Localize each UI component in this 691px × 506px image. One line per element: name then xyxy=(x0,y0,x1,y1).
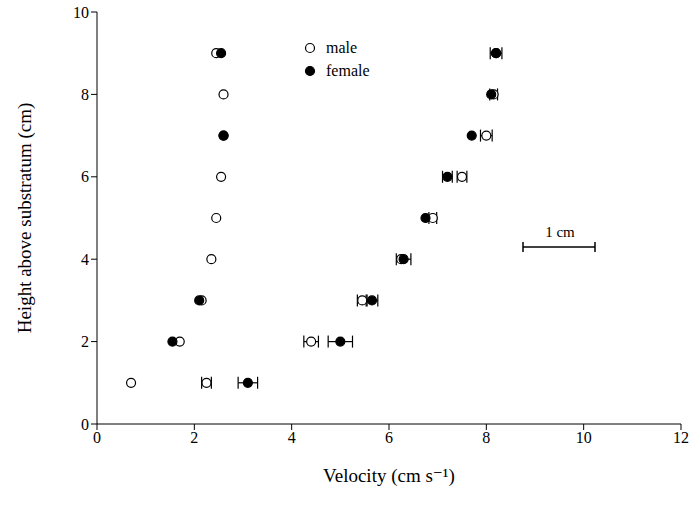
svg-text:10: 10 xyxy=(73,4,89,21)
svg-text:Height above substratum (cm): Height above substratum (cm) xyxy=(14,103,36,334)
svg-text:10: 10 xyxy=(576,429,592,446)
svg-text:8: 8 xyxy=(81,86,89,103)
svg-text:4: 4 xyxy=(288,429,296,446)
svg-text:6: 6 xyxy=(81,168,89,185)
svg-text:4: 4 xyxy=(81,251,89,268)
html-text:male: male xyxy=(326,38,358,56)
html-text:female: female xyxy=(326,61,370,79)
svg-text:2: 2 xyxy=(81,333,89,350)
svg-text:0: 0 xyxy=(93,429,101,446)
svg-text:1 cm: 1 cm xyxy=(545,225,575,240)
svg-text:0: 0 xyxy=(81,416,89,433)
svg-text:8: 8 xyxy=(482,429,490,446)
svg-text:12: 12 xyxy=(673,429,689,446)
svg-text:Velocity (cm s⁻¹): Velocity (cm s⁻¹) xyxy=(323,465,455,487)
svg-text:2: 2 xyxy=(190,429,198,446)
svg-text:6: 6 xyxy=(385,429,393,446)
